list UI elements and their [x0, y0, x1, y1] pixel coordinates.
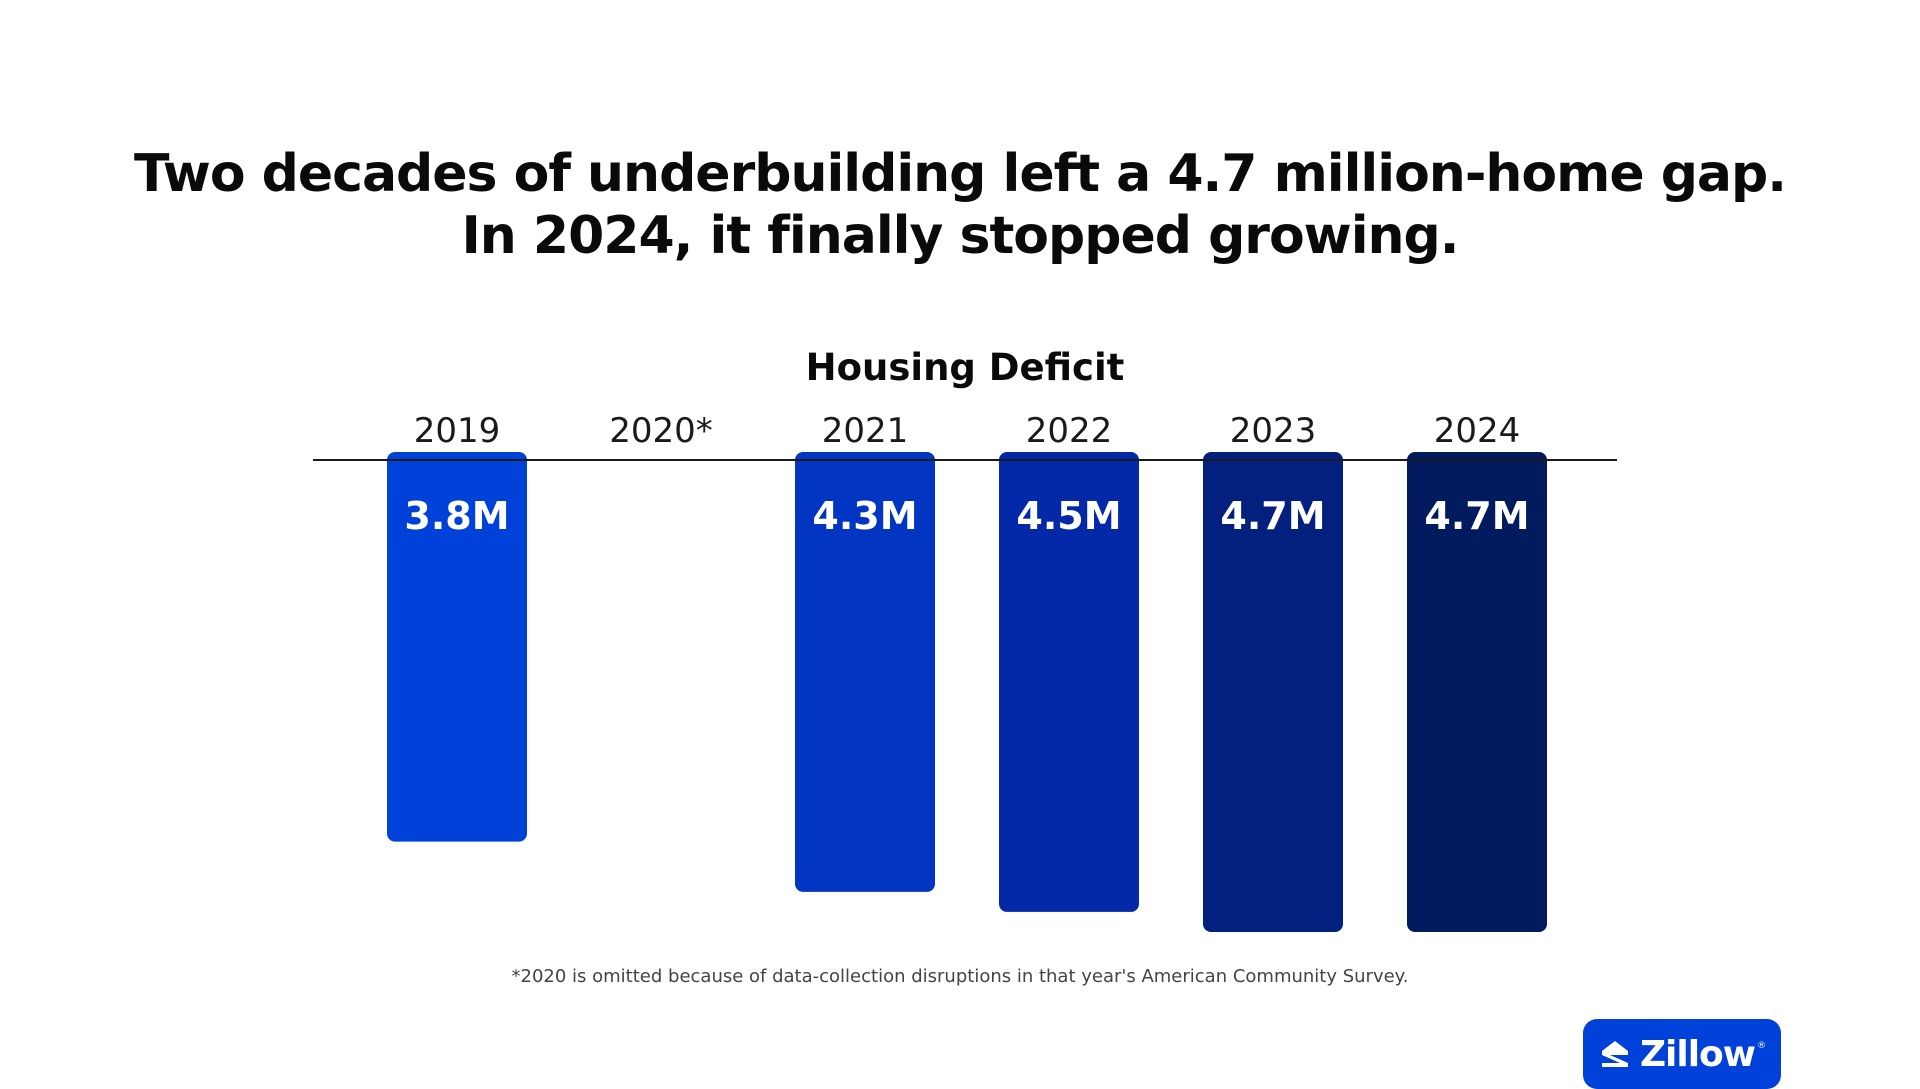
category-label-2022: 2022 — [1026, 411, 1113, 451]
value-label-2023: 4.7M — [1220, 494, 1325, 538]
footnote: *2020 is omitted because of data-collect… — [511, 966, 1409, 987]
category-label-2024: 2024 — [1434, 411, 1521, 451]
category-label-2021: 2021 — [822, 411, 909, 451]
value-label-2021: 4.3M — [812, 494, 917, 538]
value-label-2024: 4.7M — [1424, 494, 1529, 538]
category-label-2019: 2019 — [414, 411, 501, 451]
logo-text: Zillow — [1639, 1033, 1756, 1075]
category-label-2023: 2023 — [1230, 411, 1317, 451]
logo-registered-mark: ® — [1757, 1041, 1767, 1051]
value-label-2022: 4.5M — [1016, 494, 1121, 538]
zillow-z-icon — [1601, 1041, 1628, 1067]
bar-2023 — [1203, 452, 1343, 932]
zillow-logo: Zillow ® — [1583, 1019, 1781, 1089]
chart-title: Housing Deficit — [806, 346, 1125, 389]
value-label-2019: 3.8M — [404, 494, 509, 538]
headline-line-2: In 2024, it finally stopped growing. — [461, 206, 1459, 266]
category-label-2020: 2020* — [609, 411, 713, 451]
bar-2019 — [387, 452, 527, 842]
bar-2021 — [795, 452, 935, 892]
bar-2022 — [999, 452, 1139, 912]
bar-2024 — [1407, 452, 1547, 932]
headline-line-1: Two decades of underbuilding left a 4.7 … — [134, 144, 1787, 204]
